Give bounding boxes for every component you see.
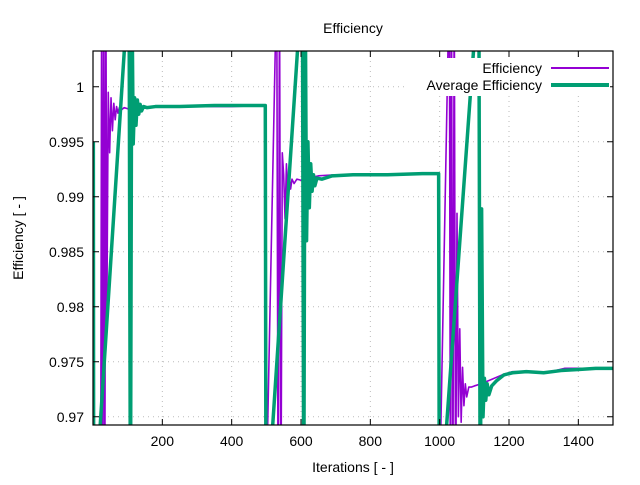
x-tick-label: 1400 — [563, 433, 594, 449]
grid — [93, 51, 613, 425]
series-line-average-efficiency — [93, 51, 613, 425]
y-axis-label: Efficiency [ - ] — [10, 196, 26, 280]
x-tick-label: 1200 — [493, 433, 524, 449]
y-tick-label: 1 — [76, 79, 84, 95]
y-tick-label: 0.97 — [57, 409, 84, 425]
legend: Efficiency Average Efficiency — [405, 58, 610, 96]
y-tick-label: 0.985 — [49, 244, 84, 260]
x-tick-label: 600 — [289, 433, 313, 449]
legend-background — [405, 58, 610, 96]
legend-label-average-efficiency: Average Efficiency — [427, 77, 542, 93]
x-axis-label: Iterations [ - ] — [312, 459, 394, 475]
y-tick-label: 0.98 — [57, 299, 84, 315]
series-line-efficiency — [100, 51, 613, 425]
series-layer — [93, 51, 613, 425]
legend-label-efficiency: Efficiency — [482, 60, 542, 76]
x-tick-label: 400 — [220, 433, 244, 449]
x-tick-label: 200 — [151, 433, 175, 449]
axis-ticks — [93, 51, 613, 425]
y-tick-labels: 0.97 0.975 0.98 0.985 0.99 0.995 1 — [49, 79, 84, 425]
y-tick-label: 0.995 — [49, 134, 84, 150]
y-tick-label: 0.975 — [49, 354, 84, 370]
x-tick-label: 800 — [359, 433, 383, 449]
chart-title: Efficiency — [323, 20, 383, 36]
plot-frame — [92, 50, 614, 426]
x-tick-labels: 200 400 600 800 1000 1200 1400 — [151, 433, 594, 449]
y-tick-label: 0.99 — [57, 189, 84, 205]
x-tick-label: 1000 — [424, 433, 455, 449]
